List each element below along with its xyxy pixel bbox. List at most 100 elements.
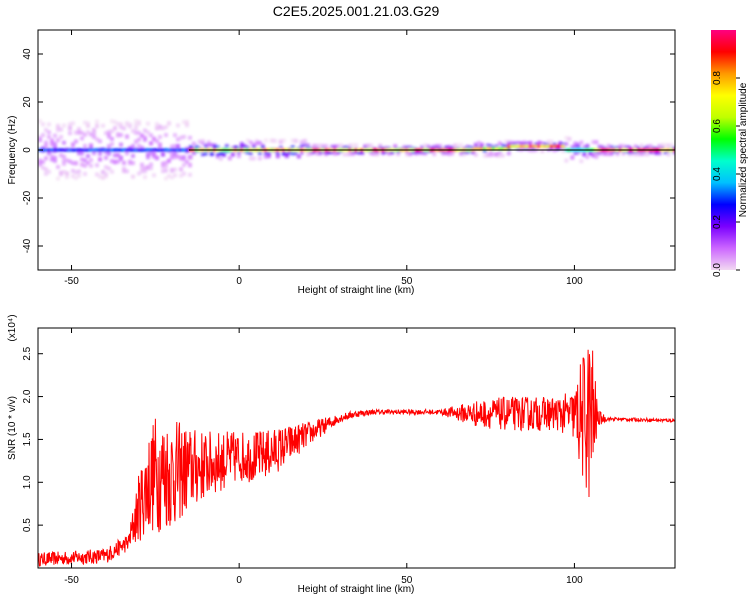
spectrogram-core-cell [513,144,517,148]
spectrogram-cell [98,139,102,144]
spectrogram-cell [360,151,365,156]
spectrogram-cell [83,163,87,168]
spectrogram-cell [44,143,48,148]
spectrogram-cell [89,132,93,137]
spectrogram-cell [516,141,521,146]
spectrogram-cell [119,125,123,130]
spectrogram-cell [38,158,42,163]
spectrogram-cell [351,149,356,154]
snr-y-tick-label: 1.5 [22,432,33,446]
snr-panel: -50 0 50 100 0.5 1.0 1.5 2.0 2.5 Height of stra… [7,314,676,595]
spectrogram-cell [510,140,515,145]
spectrogram-cell [615,152,620,157]
spectrogram-cell [558,146,563,151]
spectrogram-cell [666,152,671,157]
spectrogram-cell [579,159,584,164]
spectrogram-cell [618,143,623,148]
spectrogram-cell [80,151,84,156]
spectrogram-cell [254,141,259,146]
spectrogram-cell [158,126,162,131]
spectrogram-cell [507,141,512,146]
spectrogram-cell [170,168,174,173]
spectrogram-cell [441,151,446,156]
spectrogram-cell [309,151,314,156]
spectrogram-cell [140,162,144,167]
spectrogram-cell [152,152,156,157]
colorbar-label: Normalized spectral amplitude [738,82,749,217]
spectrogram-cell [315,151,320,156]
spectrogram-cell [248,156,253,161]
spectrogram-cell [152,173,156,178]
spectrogram-cell [500,153,505,158]
spectrogram-cell [89,158,93,163]
spectrogram-cell [462,152,467,157]
spectrogram-cell [143,166,147,171]
spectrogram-cell [324,144,329,149]
spectrogram-cell [459,143,464,148]
spectrogram-cell [98,157,102,162]
spectrogram-x-tick-label: 100 [566,276,583,287]
spectrogram-cell [302,139,307,144]
spectrogram-cell [116,121,120,126]
spectrogram-cell [152,137,156,142]
spectrogram-cell [236,150,241,155]
spectrogram-cell [176,154,180,159]
spectrogram-cell [522,142,527,147]
spectrogram-core-cell [488,147,493,151]
spectrogram-cell [405,152,410,157]
spectrogram-cell [65,171,69,176]
spectrogram-cell [390,149,395,154]
spectrogram-cell [363,144,368,149]
spectrogram-core-cell [140,148,144,152]
spectrogram-cell [176,137,180,142]
spectrogram-core-cell [537,144,541,148]
spectrogram-cell [339,143,344,148]
spectrogram-cell [179,173,183,178]
spectrogram-cell [113,153,117,158]
spectrogram-cell [143,137,147,142]
spectrogram-cell [62,158,66,163]
spectrogram-cell [576,142,581,147]
spectrogram-cell [77,173,81,178]
spectrogram-cell [405,145,410,150]
spectrogram-cell [462,150,467,155]
spectrogram-cell [122,126,126,131]
spectrogram-cell [41,159,45,164]
colorbar-ticks: 0.0 0.2 0.4 0.6 0.8 [712,71,740,277]
spectrogram-cell [38,138,42,143]
spectrogram-cell [275,151,280,156]
spectrogram-cell [357,149,362,154]
spectrogram-cell [312,143,317,148]
spectrogram-cell [387,151,392,156]
spectrogram-cell [348,143,353,148]
spectrogram-cell [290,138,295,143]
spectrogram-core-cell [59,148,63,152]
spectrogram-core-cell [476,147,481,151]
spectrogram-cell [74,170,78,175]
spectrogram-core-cell [543,144,547,148]
spectrogram-cell [38,135,42,140]
spectrogram-cell [494,144,499,149]
spectrogram-core-cell [507,144,511,148]
spectrogram-cell [506,151,511,156]
spectrogram-cell [212,143,217,148]
spectrogram-cell [92,129,96,134]
snr-x-tick-label: 50 [401,575,413,586]
spectrogram-cell [507,146,512,151]
spectrogram-core-cell [176,148,180,152]
spectrogram-core-cell [540,144,544,148]
spectrogram-core-cell [522,144,526,148]
spectrogram-core-cell [86,148,90,152]
spectrogram-cell [203,143,208,148]
spectrogram-cell [429,146,434,151]
spectrogram-cell [369,143,374,148]
spectrogram-cell [336,144,341,149]
spectrogram-cell [161,164,165,169]
spectrogram-cell [453,143,458,148]
spectrogram-core-cell [137,148,141,152]
spectrogram-cell [125,151,129,156]
spectrogram-core-cell [170,148,174,152]
spectrogram-cell [503,144,508,149]
spectrogram-cell [56,176,60,181]
spectrogram-cell [68,122,72,127]
